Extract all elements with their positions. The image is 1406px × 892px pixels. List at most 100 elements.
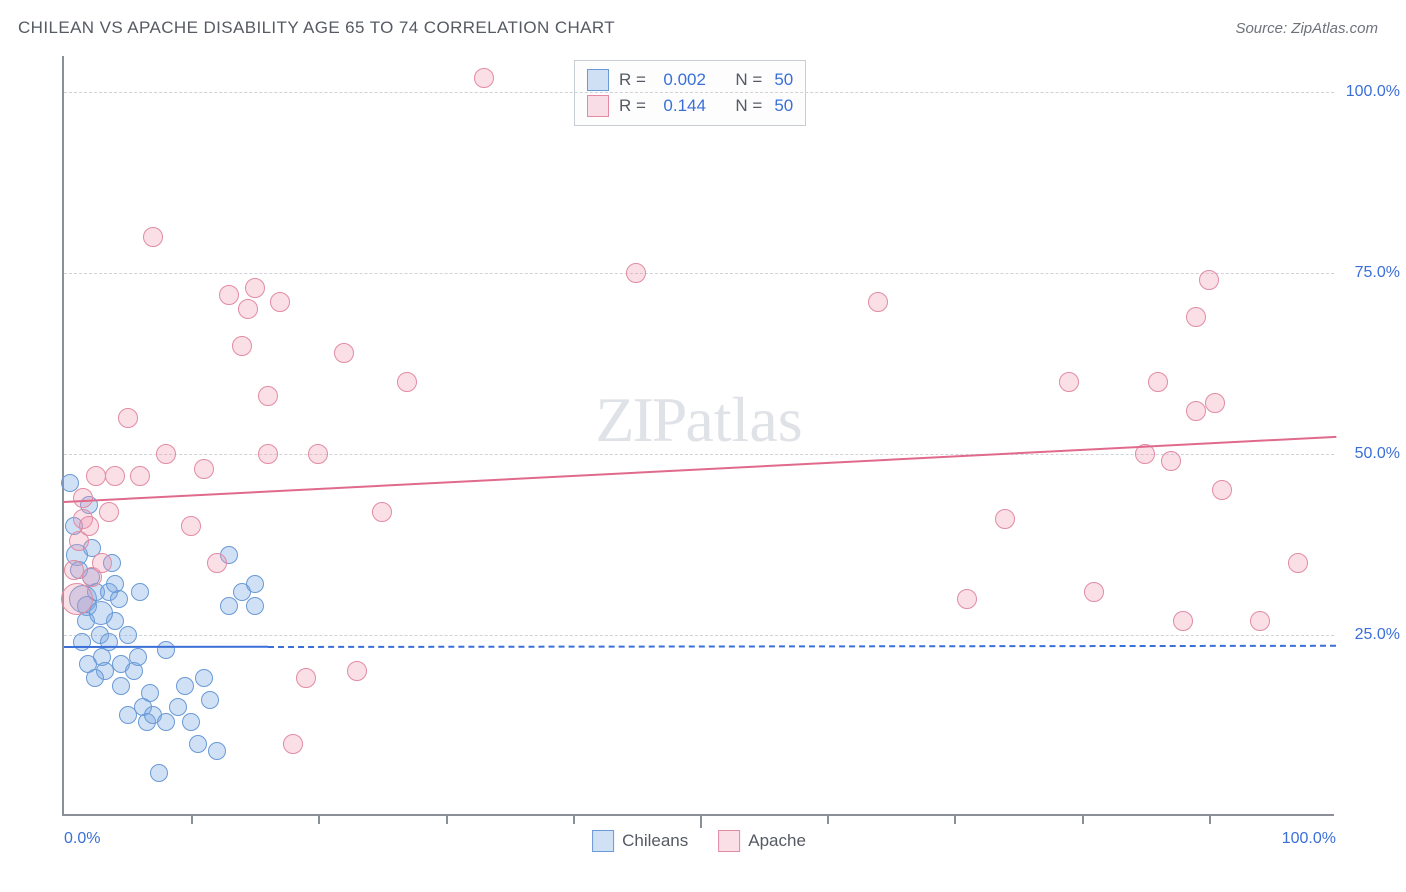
scatter-point (119, 626, 137, 644)
scatter-point (957, 589, 977, 609)
scatter-point (141, 684, 159, 702)
stat-r-label: R = (619, 70, 646, 90)
scatter-point (112, 677, 130, 695)
scatter-point (1199, 270, 1219, 290)
scatter-point (995, 509, 1015, 529)
stat-r-value: 0.144 (658, 96, 706, 116)
stat-r-label: R = (619, 96, 646, 116)
scatter-point (182, 713, 200, 731)
scatter-point (99, 502, 119, 522)
scatter-point (258, 386, 278, 406)
scatter-point (258, 444, 278, 464)
stat-n-label: N = (735, 96, 762, 116)
scatter-point (73, 488, 93, 508)
scatter-point (220, 597, 238, 615)
scatter-point (283, 734, 303, 754)
scatter-point (1186, 401, 1206, 421)
scatter-point (245, 278, 265, 298)
scatter-point (150, 764, 168, 782)
scatter-point (1250, 611, 1270, 631)
legend-item: Apache (718, 830, 806, 852)
scatter-point (176, 677, 194, 695)
scatter-point (1148, 372, 1168, 392)
scatter-point (1161, 451, 1181, 471)
scatter-point (157, 713, 175, 731)
scatter-point (1186, 307, 1206, 327)
stat-r-value: 0.002 (658, 70, 706, 90)
gridline (64, 92, 1334, 93)
scatter-point (270, 292, 290, 312)
scatter-point (372, 502, 392, 522)
scatter-point (1205, 393, 1225, 413)
scatter-point (92, 553, 112, 573)
stats-row: R = 0.144 N = 50 (587, 93, 793, 119)
legend-swatch (718, 830, 740, 852)
scatter-point (118, 408, 138, 428)
scatter-point (347, 661, 367, 681)
y-tick-label: 50.0% (1355, 445, 1400, 463)
bottom-legend: Chileans Apache (592, 830, 806, 852)
scatter-point (169, 698, 187, 716)
scatter-point (308, 444, 328, 464)
scatter-point (201, 691, 219, 709)
scatter-point (131, 583, 149, 601)
scatter-point (397, 372, 417, 392)
legend-label: Apache (748, 831, 806, 851)
scatter-point (143, 227, 163, 247)
x-tick-major (700, 814, 702, 828)
scatter-point (868, 292, 888, 312)
scatter-point (626, 263, 646, 283)
trend-line (64, 646, 268, 648)
scatter-point (195, 669, 213, 687)
scatter-point (296, 668, 316, 688)
scatter-point (246, 597, 264, 615)
stats-row: R =0.002 N =50 (587, 67, 793, 93)
x-tick-label: 100.0% (1282, 830, 1336, 848)
legend-label: Chileans (622, 831, 688, 851)
scatter-point (1173, 611, 1193, 631)
scatter-point (1084, 582, 1104, 602)
x-tick (446, 814, 448, 824)
scatter-point (1059, 372, 1079, 392)
x-tick (954, 814, 956, 824)
x-tick (318, 814, 320, 824)
scatter-point (181, 516, 201, 536)
scatter-point (110, 590, 128, 608)
scatter-point (86, 669, 104, 687)
stat-n-value: 50 (774, 96, 793, 116)
scatter-point (232, 336, 252, 356)
scatter-point (61, 583, 93, 615)
source-attribution: Source: ZipAtlas.com (1235, 20, 1378, 37)
scatter-point (100, 633, 118, 651)
scatter-point (79, 516, 99, 536)
plot-area: ZIPatlas R =0.002 N =50R =0.144 N =50 Ch… (62, 56, 1334, 816)
x-tick (1209, 814, 1211, 824)
scatter-point (129, 648, 147, 666)
y-tick-label: 100.0% (1346, 83, 1400, 101)
legend-item: Chileans (592, 830, 688, 852)
scatter-point (130, 466, 150, 486)
scatter-point (156, 444, 176, 464)
chart-container: Disability Age 65 to 74 ZIPatlas R =0.00… (18, 56, 1388, 876)
trend-line (64, 436, 1336, 503)
scatter-point (208, 742, 226, 760)
y-tick-label: 75.0% (1355, 264, 1400, 282)
trend-line (268, 644, 1336, 647)
scatter-point (189, 735, 207, 753)
watermark: ZIPatlas (595, 383, 802, 457)
x-tick-label: 0.0% (64, 830, 100, 848)
chart-title: CHILEAN VS APACHE DISABILITY AGE 65 TO 7… (18, 18, 615, 38)
stat-n-value: 50 (774, 70, 793, 90)
scatter-point (1212, 480, 1232, 500)
scatter-point (105, 466, 125, 486)
x-tick (1082, 814, 1084, 824)
scatter-point (246, 575, 264, 593)
gridline (64, 273, 1334, 274)
legend-swatch (587, 69, 609, 91)
scatter-point (207, 553, 227, 573)
x-tick (573, 814, 575, 824)
x-tick (191, 814, 193, 824)
watermark-atlas: atlas (685, 384, 802, 455)
scatter-point (334, 343, 354, 363)
scatter-point (194, 459, 214, 479)
